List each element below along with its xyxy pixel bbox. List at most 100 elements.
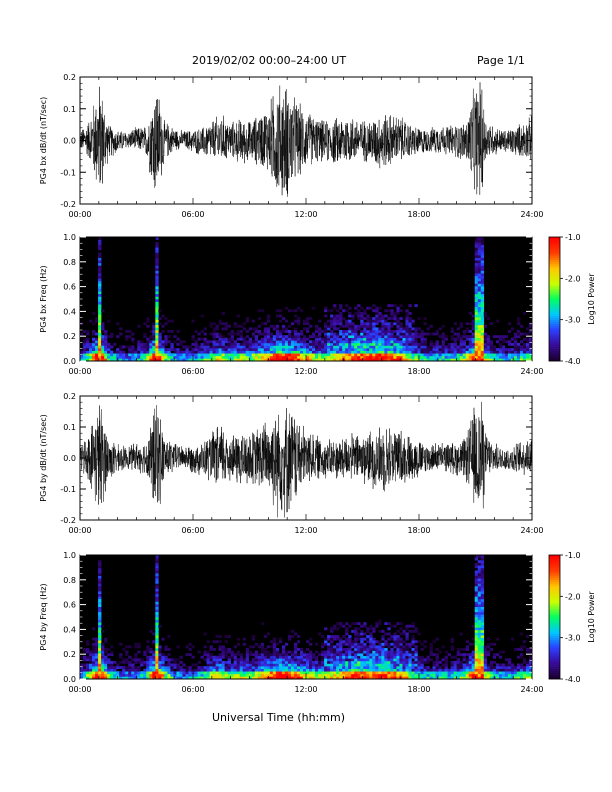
- spectrogram-cell: [212, 668, 216, 672]
- spectrogram-cell: [293, 350, 298, 354]
- spectrogram-cell: [462, 668, 466, 672]
- spectrogram-cell: [155, 588, 159, 592]
- spectrogram-cell: [372, 335, 376, 339]
- spectrogram-cell: [528, 358, 532, 361]
- spectrogram-cell: [378, 348, 382, 351]
- spectrogram-cell: [218, 337, 222, 341]
- spectrogram-cell: [146, 353, 150, 357]
- spectrogram-cell: [357, 660, 361, 664]
- spectrogram-cell: [155, 565, 159, 569]
- spectrogram-cell: [396, 337, 400, 341]
- spectrogram-cell: [281, 658, 286, 662]
- spectrogram-cell: [309, 671, 313, 675]
- spectrogram-cell: [483, 342, 488, 346]
- spectrogram-cell: [357, 317, 361, 320]
- colorbar-segment: [549, 321, 560, 325]
- spectrogram-cell: [194, 663, 198, 667]
- spectrogram-cell: [339, 673, 343, 677]
- spectrogram-cell: [257, 332, 262, 336]
- spectrogram-cell: [281, 655, 286, 659]
- spectrogram-cell: [345, 650, 349, 654]
- spectrogram-cell: [251, 348, 256, 351]
- spectrogram-cell: [474, 293, 479, 297]
- spectrogram-cell: [342, 650, 346, 654]
- spectrogram-cell: [438, 660, 442, 664]
- spectrogram-cell: [164, 645, 168, 649]
- spectrogram-cell: [293, 663, 298, 667]
- spectrogram-cell: [369, 663, 373, 667]
- spectrogram-cell: [92, 648, 96, 651]
- spectrogram-cell: [480, 278, 485, 282]
- spectrogram-cell: [390, 660, 394, 664]
- spectrogram-cell: [477, 663, 482, 667]
- spectrogram-cell: [411, 335, 415, 339]
- spectrogram-cell: [504, 340, 509, 344]
- spectrogram-cell: [393, 358, 397, 361]
- spectrogram-cell: [345, 353, 349, 357]
- spectrogram-cell: [158, 342, 162, 346]
- spectrogram-cell: [342, 663, 346, 667]
- spectrogram-cell: [408, 311, 412, 315]
- colorbar-segment: [549, 340, 560, 343]
- spectrogram-cell: [357, 648, 361, 651]
- spectrogram-cell: [227, 676, 231, 679]
- spectrogram-cell: [176, 666, 180, 669]
- spectrogram-cell: [218, 348, 222, 351]
- spectrogram-cell: [287, 668, 292, 672]
- colorbar-segment: [549, 619, 560, 622]
- spectrogram-cell: [230, 340, 234, 344]
- spectrogram-cell: [203, 345, 207, 349]
- spectrogram-cell: [278, 663, 283, 667]
- spectrogram-cell: [227, 337, 231, 341]
- spectrogram-cell: [137, 358, 141, 361]
- spectrogram-cell: [462, 655, 466, 659]
- spectrogram-cell: [474, 642, 479, 646]
- spectrogram-cell: [194, 673, 198, 677]
- spectrogram-cell: [384, 353, 388, 357]
- spectrogram-cell: [146, 663, 150, 667]
- spectrogram-cell: [480, 606, 485, 610]
- spectrogram-cell: [507, 355, 512, 359]
- colorbar-segment: [549, 247, 560, 250]
- spectrogram-cell: [390, 653, 394, 657]
- spectrogram-cell: [459, 673, 463, 677]
- spectrogram-cell: [372, 645, 376, 649]
- spectrogram-cell: [293, 309, 298, 313]
- spectrogram-cell: [152, 350, 156, 354]
- spectrogram-cell: [197, 332, 201, 336]
- spectrogram-cell: [146, 668, 150, 672]
- spectrogram-cell: [233, 353, 237, 357]
- spectrogram-cell: [450, 358, 454, 361]
- spectrogram-cell: [275, 655, 280, 659]
- spectrogram-cell: [233, 676, 237, 679]
- spectrogram-cell: [224, 660, 228, 664]
- spectrogram-cell: [92, 642, 96, 646]
- spectrogram-cell: [480, 309, 485, 313]
- spectrogram-cell: [236, 337, 240, 341]
- spectrogram-cell: [354, 345, 358, 349]
- spectrogram-cell: [324, 314, 328, 318]
- spectrogram-cell: [146, 655, 150, 659]
- spectrogram-cell: [477, 640, 482, 644]
- spectrogram-cell: [188, 653, 192, 657]
- spectrogram-cell: [152, 340, 156, 344]
- spectrogram-cell: [321, 642, 325, 646]
- spectrogram-cell: [158, 340, 162, 344]
- spectrogram-cell: [384, 314, 388, 318]
- spectrogram-cell: [486, 348, 491, 351]
- spectrogram-cell: [366, 314, 370, 318]
- spectrogram-cell: [176, 337, 180, 341]
- spectrogram-cell: [399, 632, 403, 636]
- spectrogram-body: [80, 555, 532, 679]
- spectrogram-cell: [477, 304, 482, 308]
- spectrogram-cell: [327, 673, 331, 677]
- spectrogram-cell: [402, 676, 406, 679]
- spectrogram-cell: [302, 676, 307, 679]
- spectrogram-cell: [459, 340, 463, 344]
- spectrogram-cell: [480, 275, 485, 279]
- spectrogram-cell: [101, 322, 105, 326]
- spectrogram-cell: [239, 345, 244, 349]
- spectrogram-cell: [119, 666, 123, 669]
- spectrogram-cell: [492, 345, 497, 349]
